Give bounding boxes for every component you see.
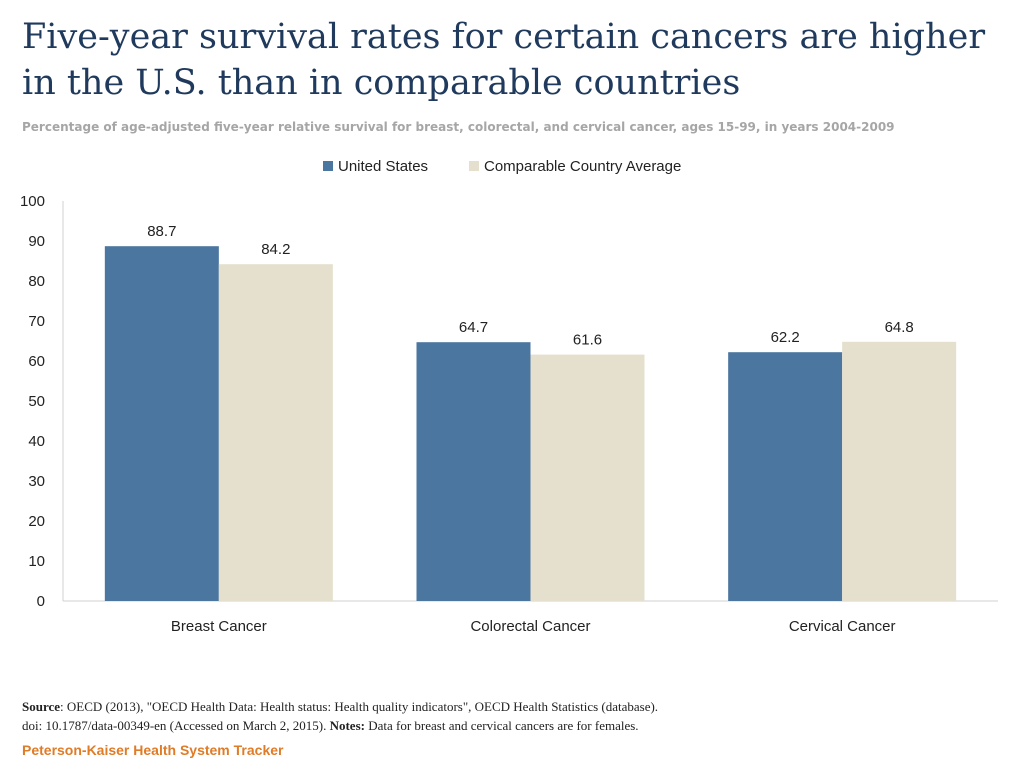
- source-label: Source: [22, 699, 61, 714]
- legend-swatch-0: [323, 161, 333, 171]
- data-label: 84.2: [261, 241, 290, 258]
- y-tick-label: 0: [37, 593, 45, 610]
- y-tick-label: 20: [28, 513, 45, 530]
- bar-us: [416, 342, 531, 601]
- bar-us: [104, 246, 219, 601]
- data-label: 64.8: [885, 319, 914, 336]
- chart-subtitle: Percentage of age-adjusted five-year rel…: [22, 120, 895, 134]
- bar-comparable: [530, 354, 645, 601]
- y-tick-label: 40: [28, 433, 45, 450]
- y-tick-label: 50: [28, 393, 45, 410]
- bar-comparable: [218, 264, 333, 601]
- chart-title: Five-year survival rates for certain can…: [22, 17, 986, 103]
- y-tick-label: 80: [28, 273, 45, 290]
- footer-brand: Peterson-Kaiser Health System Tracker: [22, 742, 284, 758]
- legend-label-1: Comparable Country Average: [484, 158, 681, 175]
- notes-text: Data for breast and cervical cancers are…: [364, 718, 639, 733]
- y-tick-label: 70: [28, 313, 45, 330]
- legend-label-0: United States: [338, 158, 428, 175]
- data-label: 61.6: [573, 332, 602, 349]
- bar-chart: United States Comparable Country Average 0…: [20, 158, 998, 635]
- legend-swatch-1: [469, 161, 479, 171]
- x-category-label: Cervical Cancer: [789, 618, 896, 635]
- y-tick-label: 60: [28, 353, 45, 370]
- source-text-line2: doi: 10.1787/data-00349-en (Accessed on …: [22, 718, 327, 733]
- x-category-label: Breast Cancer: [171, 618, 267, 635]
- source-text-line1: : OECD (2013), "OECD Health Data: Health…: [60, 699, 659, 714]
- y-tick-label: 100: [20, 193, 45, 210]
- data-label: 64.7: [459, 319, 488, 336]
- data-label: 88.7: [147, 223, 176, 240]
- x-category-label: Colorectal Cancer: [470, 618, 590, 635]
- y-tick-label: 10: [28, 553, 45, 570]
- bar-us: [728, 352, 843, 601]
- notes-label: Notes:: [329, 718, 365, 733]
- source-note: Source: OECD (2013), "OECD Health Data: …: [22, 697, 1012, 735]
- y-tick-label: 30: [28, 473, 45, 490]
- bar-comparable: [842, 341, 957, 601]
- data-label: 62.2: [771, 329, 800, 346]
- y-tick-label: 90: [28, 233, 45, 250]
